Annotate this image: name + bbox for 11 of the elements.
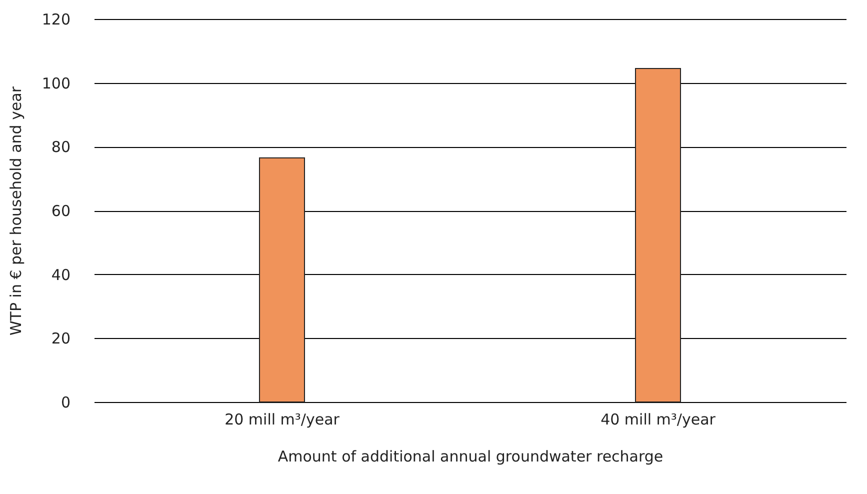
- y-tick-label: 40: [51, 266, 70, 284]
- y-axis-title: WTP in € per household and year: [6, 86, 25, 336]
- y-tick-label: 0: [60, 394, 70, 412]
- y-tick-label: 80: [51, 138, 70, 156]
- y-tick-label: 60: [51, 202, 70, 220]
- x-axis-title: Amount of additional annual groundwater recharge: [278, 448, 664, 466]
- y-tick-label: 100: [42, 74, 70, 92]
- x-tick-label: 20 mill m³/year: [224, 410, 340, 428]
- y-tick-label: 120: [42, 10, 70, 28]
- x-tick-label: 40 mill m³/year: [600, 410, 716, 428]
- y-tick-label: 20: [51, 330, 70, 348]
